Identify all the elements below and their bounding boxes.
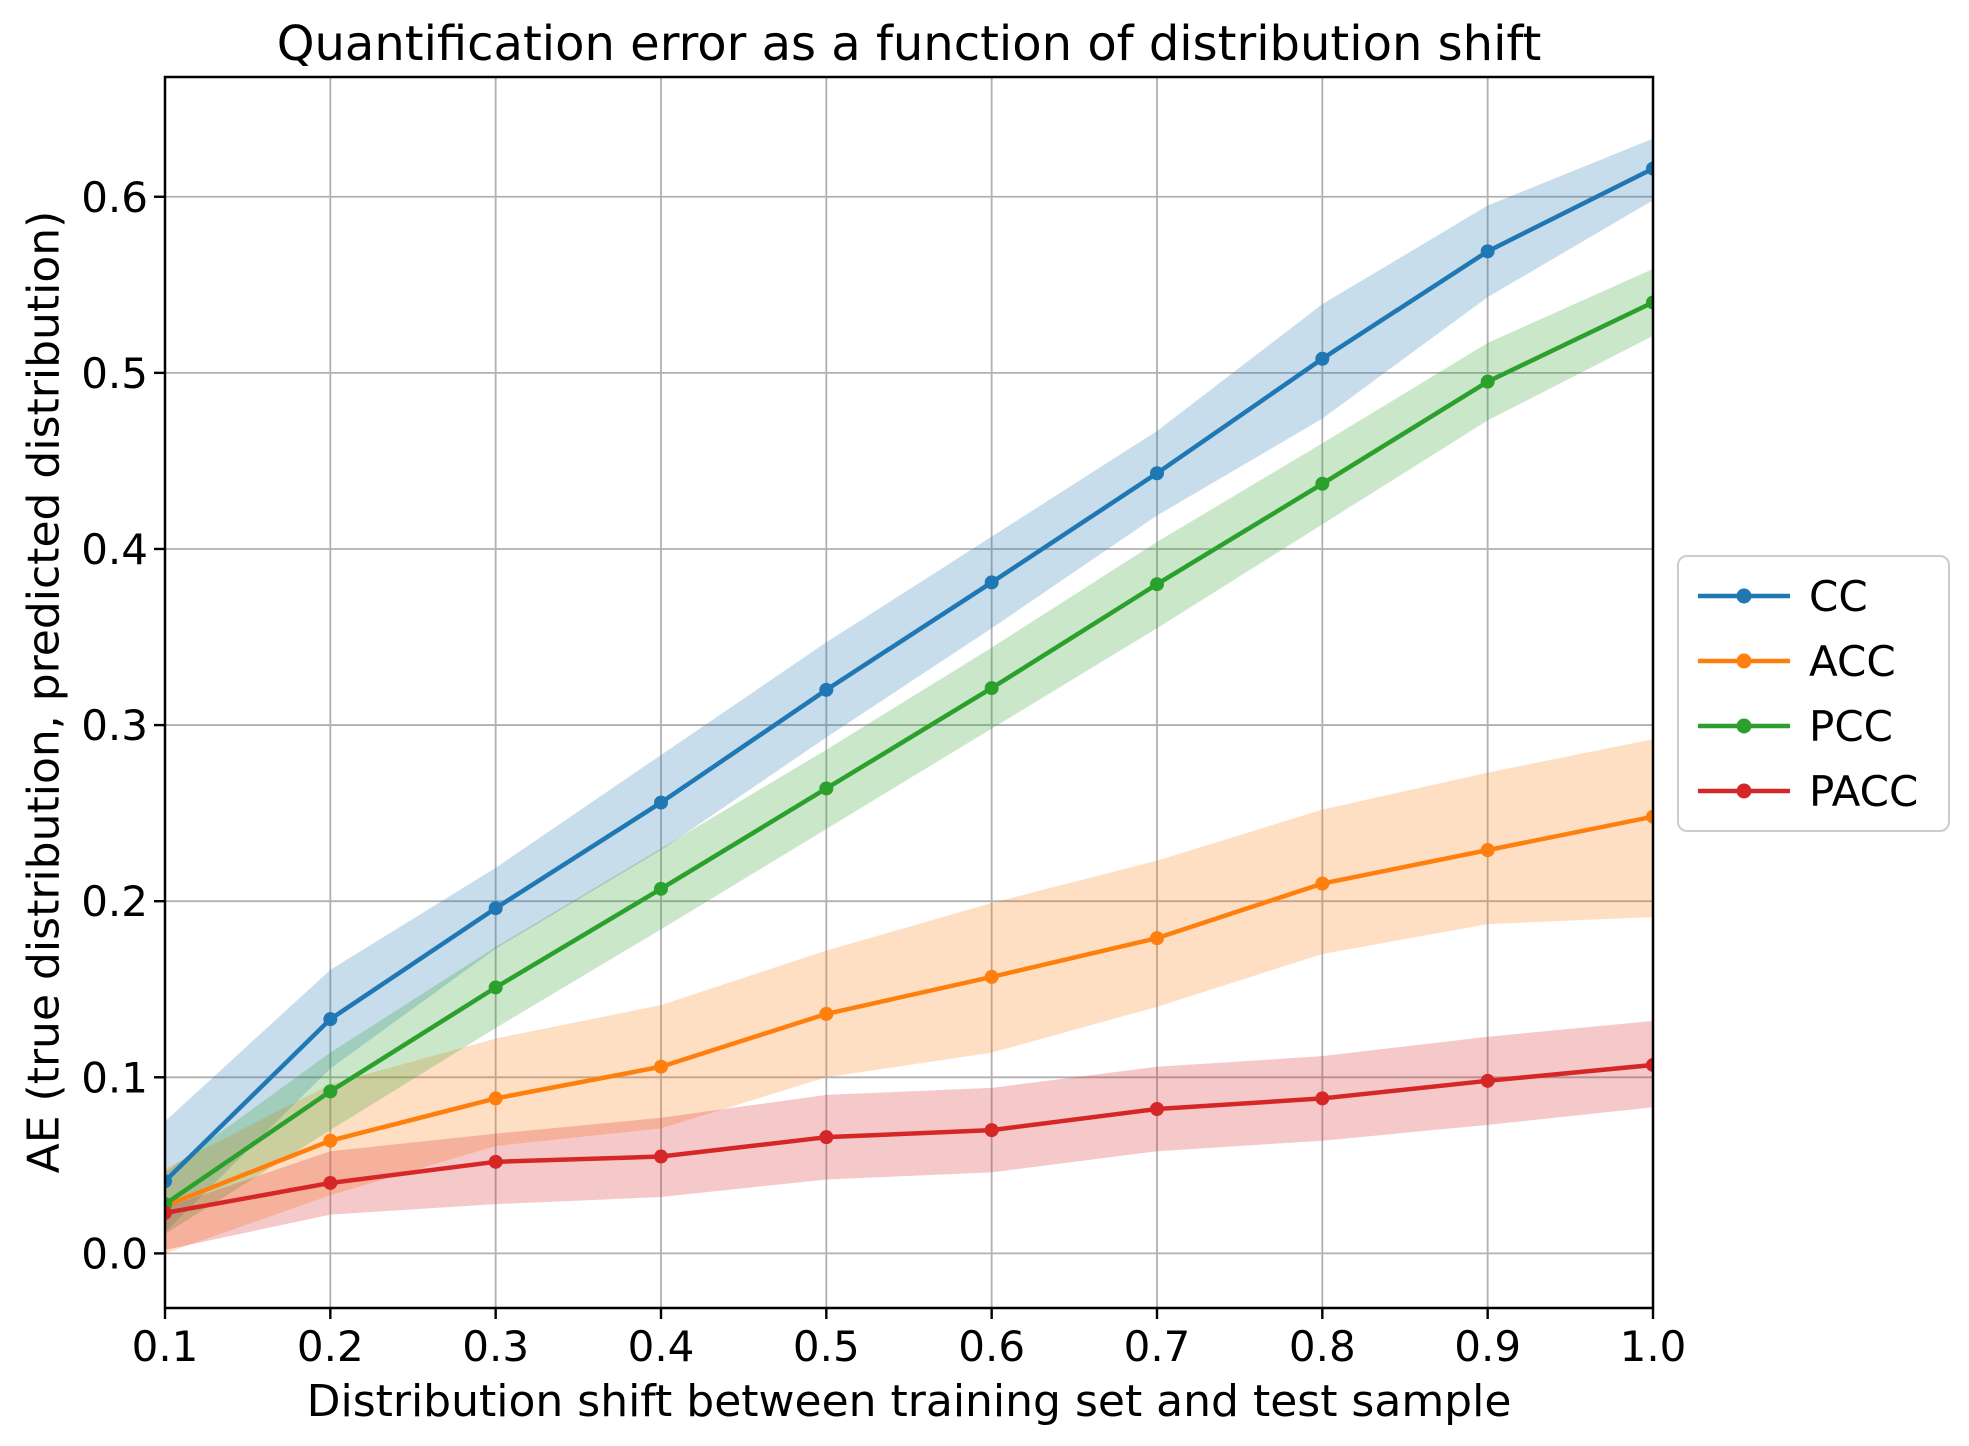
y-tick-label: 0.0 <box>81 1229 148 1278</box>
x-tick-label: 0.4 <box>628 1322 695 1371</box>
data-point-marker <box>654 795 668 810</box>
data-point-marker <box>984 1123 999 1138</box>
data-point-marker <box>654 881 668 896</box>
data-point-marker <box>819 1006 834 1021</box>
data-point-marker <box>165 1205 172 1220</box>
chart-title: Quantification error as a function of di… <box>276 16 1542 72</box>
y-axis-label: AE (true distribution, predicted distrib… <box>18 210 70 1174</box>
x-tick-label: 0.5 <box>793 1322 860 1371</box>
data-point-marker <box>1150 577 1164 592</box>
legend-line-sample-icon <box>1698 783 1790 799</box>
data-point-marker <box>323 1133 338 1148</box>
data-point-marker <box>1150 1101 1164 1116</box>
x-tick-label: 0.2 <box>297 1322 364 1371</box>
data-point-marker <box>323 1084 338 1099</box>
legend-entry-acc: ACC <box>1696 636 1948 686</box>
x-tick-label: 0.6 <box>958 1322 1025 1371</box>
series-group <box>165 138 1653 1254</box>
legend-sample-marker <box>1736 653 1752 669</box>
legend-entry-pacc: PACC <box>1696 766 1948 816</box>
legend-sample-marker <box>1736 718 1752 734</box>
data-point-marker <box>1315 876 1330 891</box>
series-line-pacc <box>165 1062 1653 1216</box>
data-point-marker <box>984 575 999 590</box>
series-markers-pcc <box>165 295 1653 1212</box>
data-point-marker <box>1480 1073 1495 1088</box>
x-tick-label: 0.7 <box>1124 1322 1191 1371</box>
y-tick-label: 0.3 <box>81 701 148 750</box>
legend-entry-pcc: PCC <box>1696 701 1948 751</box>
data-point-marker <box>488 901 503 916</box>
data-point-marker <box>1315 351 1330 366</box>
x-axis-label: Distribution shift between training set … <box>306 1376 1512 1427</box>
y-tick-label: 0.5 <box>81 349 148 398</box>
data-point-marker <box>323 1012 338 1027</box>
data-point-marker <box>984 969 999 984</box>
data-point-marker <box>819 1130 834 1145</box>
series-line-acc <box>165 814 1653 1209</box>
legend-line-sample-icon <box>1698 653 1790 669</box>
data-point-marker <box>488 1154 503 1169</box>
data-point-marker <box>1315 1091 1330 1106</box>
data-point-marker <box>1646 809 1653 824</box>
data-point-marker <box>1150 466 1164 481</box>
x-tick-label: 0.9 <box>1454 1322 1521 1371</box>
confidence-band-cc <box>165 138 1653 1233</box>
legend-label: PCC <box>1809 701 1893 751</box>
data-point-marker <box>323 1175 338 1190</box>
data-point-marker <box>488 980 503 995</box>
series-markers-cc <box>165 161 1653 1189</box>
data-point-marker <box>654 1059 668 1074</box>
data-point-marker <box>819 682 834 697</box>
data-point-marker <box>1150 931 1164 946</box>
data-point-marker <box>1315 476 1330 491</box>
y-tick-label: 0.4 <box>81 525 148 574</box>
x-tick-label: 0.3 <box>462 1322 529 1371</box>
legend-line-sample-icon <box>1698 718 1790 734</box>
data-point-marker <box>1646 1057 1653 1072</box>
data-point-marker <box>1480 244 1495 259</box>
x-tick-label: 0.1 <box>132 1322 199 1371</box>
data-point-marker <box>1480 374 1495 389</box>
y-tick-label: 0.1 <box>81 1053 148 1102</box>
series-markers-pacc <box>165 1057 1653 1220</box>
series-line-cc <box>165 166 1653 1184</box>
data-point-marker <box>1646 161 1653 176</box>
data-point-marker <box>984 681 999 696</box>
legend-sample-marker <box>1736 783 1752 799</box>
axes-border <box>163 75 1655 1310</box>
legend-entry-cc: CC <box>1696 571 1948 621</box>
legend: CC ACC PCC PACC <box>1677 555 1950 832</box>
data-point-marker <box>654 1149 668 1164</box>
data-point-marker <box>488 1091 503 1106</box>
legend-label: PACC <box>1809 766 1919 816</box>
data-point-marker <box>1646 295 1653 310</box>
x-tick-label: 1.0 <box>1620 1322 1687 1371</box>
x-tick-label: 0.8 <box>1289 1322 1356 1371</box>
data-point-marker <box>165 1174 172 1189</box>
data-point-marker <box>819 781 834 796</box>
series-line-pcc <box>165 300 1653 1207</box>
legend-label: CC <box>1809 571 1868 621</box>
legend-line-sample-icon <box>1698 588 1790 604</box>
y-tick-label: 0.2 <box>81 877 148 926</box>
legend-sample-marker <box>1736 588 1752 604</box>
series-markers-acc <box>165 809 1653 1213</box>
legend-label: ACC <box>1809 636 1896 686</box>
y-tick-label: 0.6 <box>81 173 148 222</box>
data-point-marker <box>1480 843 1495 858</box>
